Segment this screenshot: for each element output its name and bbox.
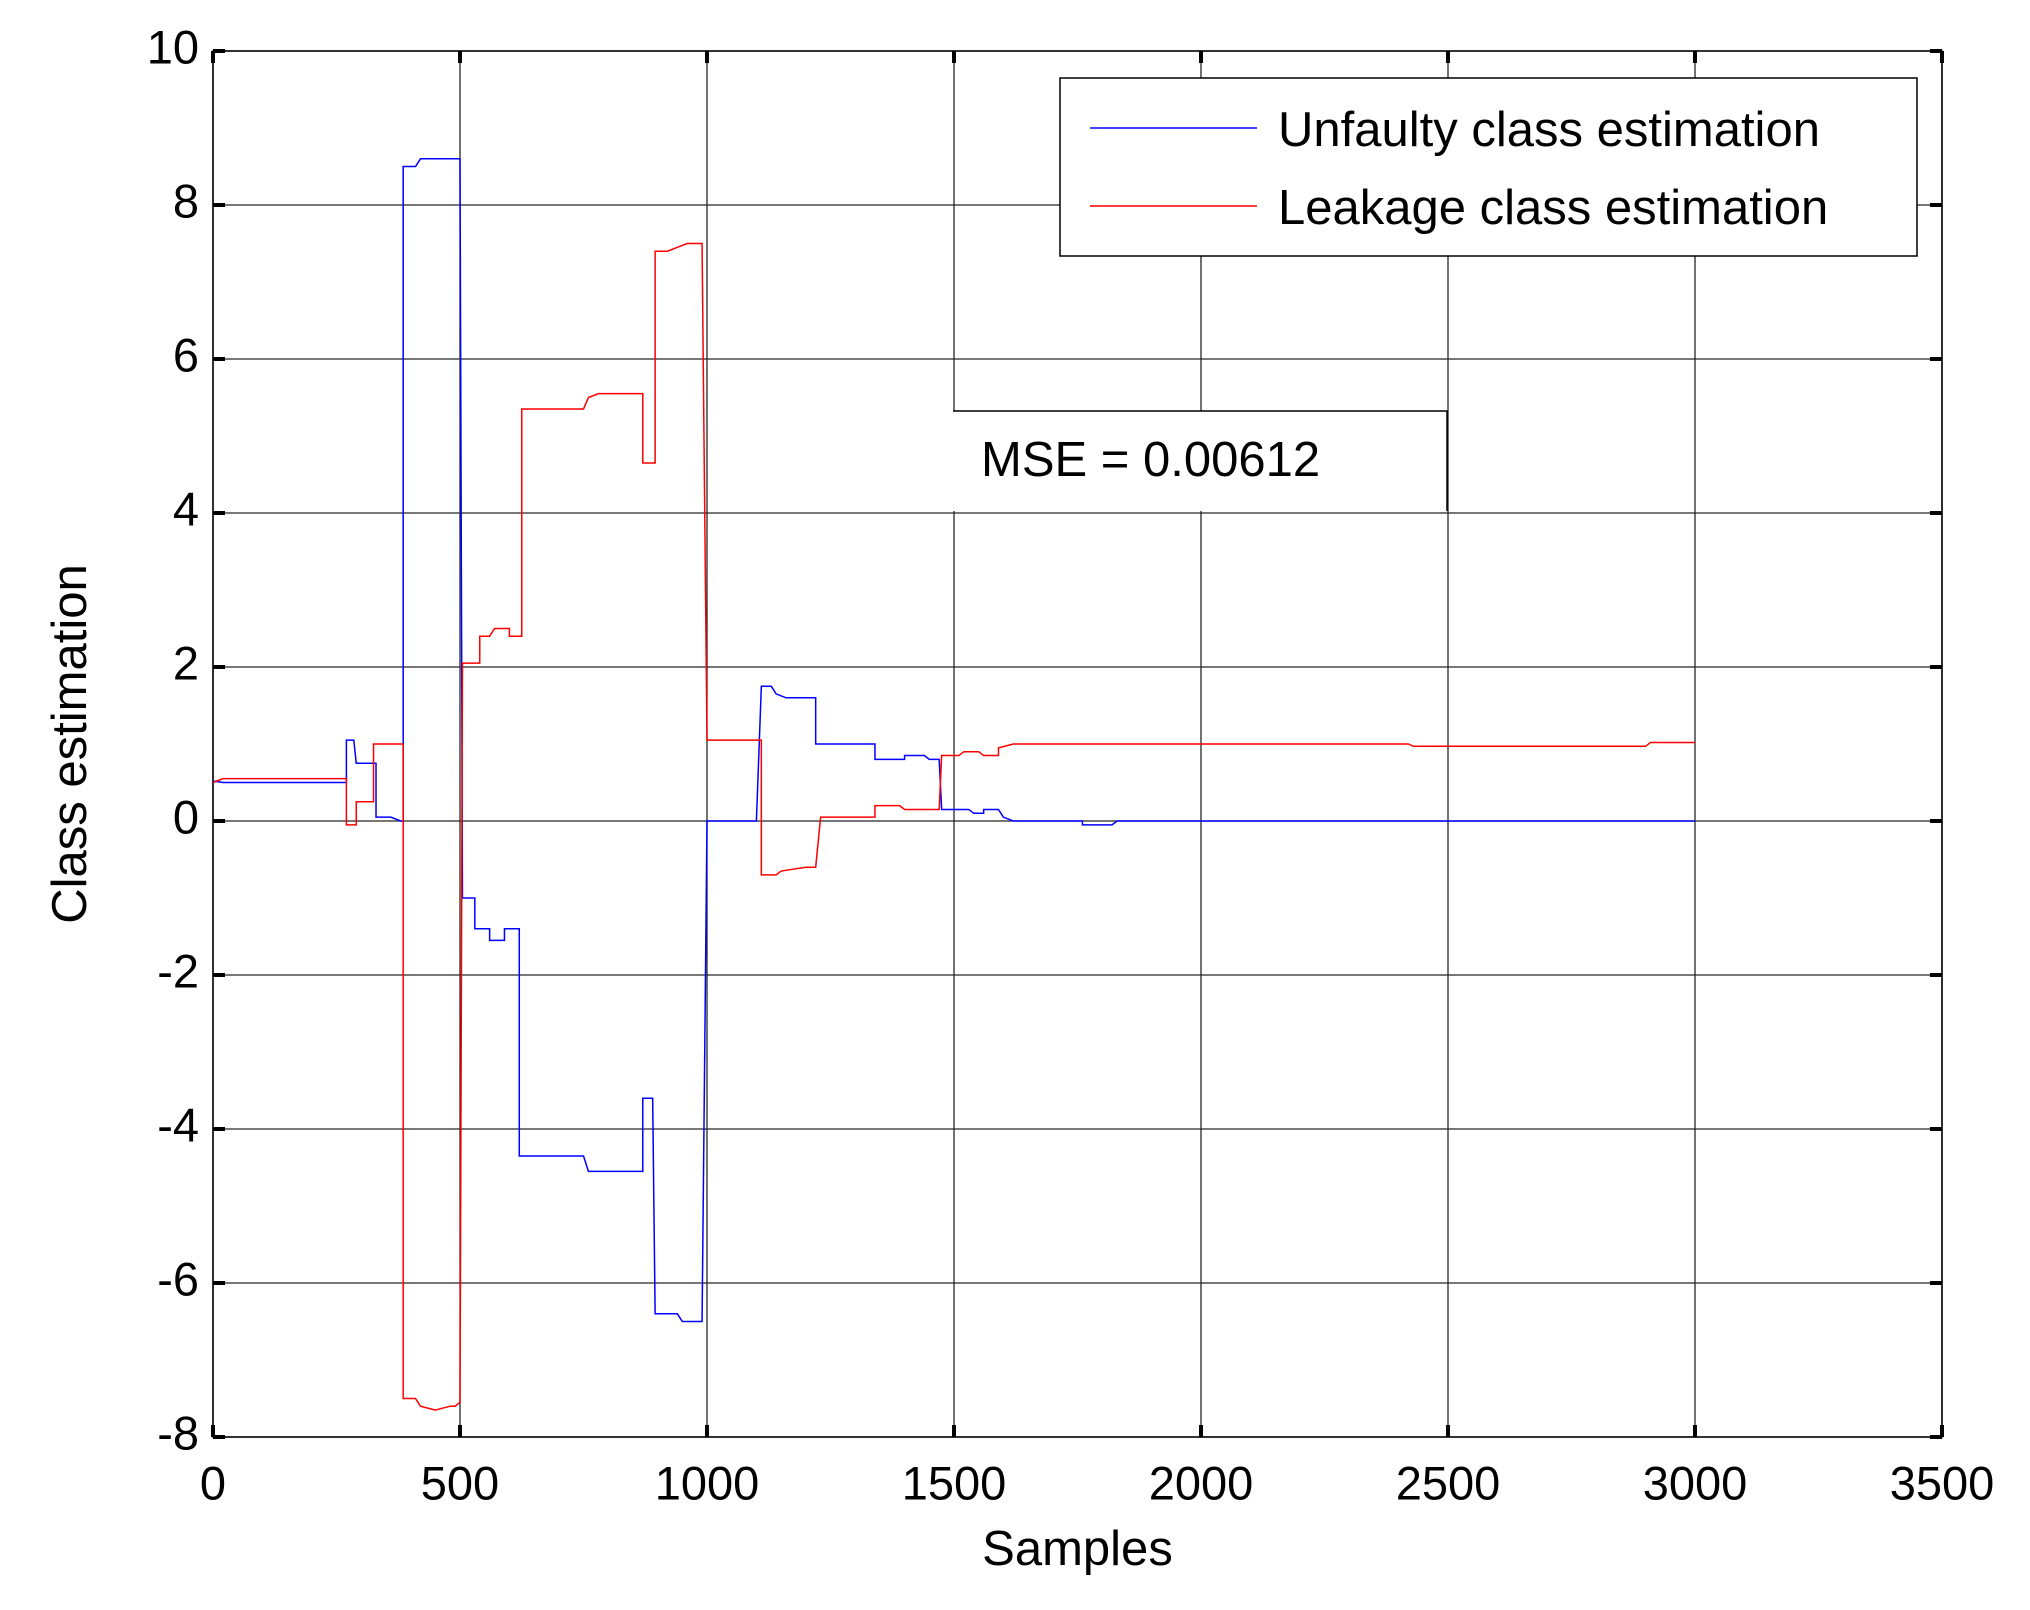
x-tick-label: 1000: [655, 1456, 760, 1509]
legend-label: Leakage class estimation: [1278, 181, 1828, 235]
data-line: [212, 242, 1695, 1411]
legend-label: Unfaulty class estimation: [1278, 103, 1820, 157]
y-tick-label: 6: [173, 328, 199, 381]
x-tick-label: 3000: [1643, 1456, 1748, 1509]
annotation: MSE = 0.00612: [981, 433, 1320, 487]
annotation-box: [953, 411, 1447, 511]
y-tick-label: 10: [147, 20, 199, 73]
y-axis-label: Class estimation: [43, 564, 97, 923]
x-tick-label: 500: [421, 1456, 499, 1509]
x-tick-label: 0: [200, 1456, 226, 1509]
y-tick-label: 4: [173, 482, 199, 535]
y-tick-label: 0: [173, 790, 199, 843]
x-tick-label: 2500: [1396, 1456, 1501, 1509]
x-tick-label: 2000: [1149, 1456, 1254, 1509]
plot-frame: [212, 50, 1943, 1438]
y-tick-label: 2: [173, 636, 199, 689]
x-tick-label: 1500: [902, 1456, 1007, 1509]
x-tick-label: 3500: [1890, 1456, 1995, 1509]
y-tick-label: -6: [157, 1252, 199, 1305]
y-tick-label: -8: [157, 1406, 199, 1459]
y-tick-label: -2: [157, 944, 199, 997]
y-tick-label: -4: [157, 1098, 199, 1151]
y-tick-label: 8: [173, 174, 199, 227]
annotation-border: [953, 410, 1448, 511]
legend-box: [1059, 77, 1918, 257]
x-axis-label: Samples: [982, 1522, 1173, 1576]
